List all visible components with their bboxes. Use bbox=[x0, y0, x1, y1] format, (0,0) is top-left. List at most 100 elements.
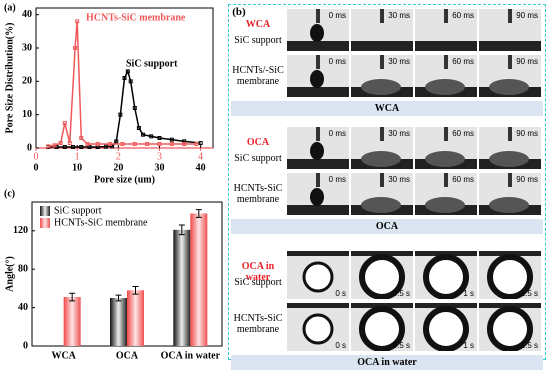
bar bbox=[110, 298, 127, 346]
drop bbox=[310, 188, 324, 206]
drop bbox=[359, 306, 405, 351]
row-label: HCNTs/-SiC membrane bbox=[232, 65, 284, 87]
y-tick-label: 0 bbox=[23, 340, 28, 351]
drop bbox=[487, 306, 533, 351]
droplet bbox=[415, 251, 477, 299]
droplet-photo: 0 ms bbox=[287, 9, 349, 51]
section-title: WCA bbox=[245, 19, 271, 30]
drop bbox=[310, 70, 324, 88]
row-label: SiC support bbox=[234, 277, 282, 288]
substrate bbox=[287, 159, 349, 169]
droplet bbox=[287, 9, 349, 51]
y-axis-label: Pore Size Distribution(%) bbox=[4, 23, 15, 134]
y-tick-label: 20 bbox=[22, 76, 32, 87]
row-label: SiC support bbox=[234, 35, 282, 46]
y-tick-label: 30 bbox=[22, 42, 32, 53]
x-tick-label: 40 bbox=[196, 162, 206, 173]
substrate bbox=[351, 251, 413, 256]
droplet-photo: 90 ms bbox=[479, 9, 541, 51]
droplet-photo: 90 ms bbox=[479, 173, 541, 215]
drop bbox=[425, 197, 465, 213]
x-tick-label: 10 bbox=[72, 162, 82, 173]
droplet-photo: 1.5 s bbox=[479, 251, 541, 299]
droplet bbox=[415, 127, 477, 169]
droplet bbox=[351, 9, 413, 51]
drop bbox=[487, 254, 533, 299]
droplet-photo: 1 s bbox=[415, 303, 477, 351]
data-point bbox=[182, 142, 187, 146]
droplet-photo: 30 ms bbox=[351, 127, 413, 169]
data-point bbox=[157, 142, 162, 146]
droplet-photo: 60 ms bbox=[415, 55, 477, 97]
y-tick-label: 10 bbox=[22, 109, 32, 120]
droplet bbox=[351, 251, 413, 299]
x2-tick-label: 0 bbox=[34, 151, 39, 162]
bar bbox=[127, 290, 144, 346]
data-point bbox=[58, 141, 63, 145]
data-point bbox=[95, 142, 100, 146]
time-label: 0 ms bbox=[328, 11, 346, 20]
substrate bbox=[287, 41, 349, 51]
data-point bbox=[87, 145, 92, 149]
data-point bbox=[118, 112, 123, 117]
panel-label: (c) bbox=[4, 188, 15, 199]
drop bbox=[489, 79, 529, 95]
data-point bbox=[145, 142, 150, 146]
row-label: HCNTs-SiC membrane bbox=[233, 183, 283, 205]
needle bbox=[508, 127, 512, 141]
substrate bbox=[287, 251, 349, 256]
section-banner: WCA bbox=[231, 101, 543, 116]
droplet bbox=[479, 9, 541, 51]
droplet bbox=[351, 55, 413, 97]
droplet bbox=[351, 173, 413, 215]
photo-panel: (b) WCA SiC support 0 ms 30 ms 60 ms 90 ms HCNT… bbox=[228, 4, 546, 370]
droplet-photo: 1 s bbox=[415, 251, 477, 299]
needle bbox=[316, 173, 320, 187]
needle bbox=[380, 127, 384, 141]
annotation: SiC support bbox=[126, 58, 178, 69]
data-point bbox=[125, 69, 130, 74]
time-label: 0.5 s bbox=[392, 289, 410, 298]
data-point bbox=[71, 145, 76, 149]
time-label: 1.5 s bbox=[520, 289, 538, 298]
data-point bbox=[85, 142, 90, 146]
time-label: 0 s bbox=[335, 289, 346, 298]
substrate bbox=[415, 41, 477, 51]
row-label: SiC support bbox=[234, 153, 282, 164]
data-line bbox=[48, 21, 197, 148]
substrate bbox=[479, 41, 541, 51]
section-banner: OCA in water bbox=[231, 355, 543, 370]
droplet-photo: 0.5 s bbox=[351, 251, 413, 299]
drop bbox=[423, 306, 469, 351]
time-label: 1.5 s bbox=[520, 341, 538, 350]
needle bbox=[316, 55, 320, 69]
droplet bbox=[479, 55, 541, 97]
data-point bbox=[108, 142, 113, 146]
data-point bbox=[128, 79, 133, 84]
bar bbox=[190, 213, 208, 346]
data-point bbox=[132, 106, 137, 110]
drop bbox=[310, 142, 324, 160]
needle bbox=[316, 127, 320, 141]
drop bbox=[361, 197, 401, 213]
time-label: 0 ms bbox=[328, 57, 346, 66]
needle bbox=[508, 55, 512, 69]
time-label: 30 ms bbox=[388, 175, 410, 184]
data-point bbox=[157, 136, 162, 140]
time-label: 30 ms bbox=[388, 57, 410, 66]
needle bbox=[508, 173, 512, 187]
x2-tick-label: 3 bbox=[157, 151, 162, 162]
drop bbox=[425, 79, 465, 95]
droplet bbox=[415, 173, 477, 215]
droplet-photo: 0 s bbox=[287, 251, 349, 299]
substrate bbox=[415, 251, 477, 256]
section-title: OCA bbox=[246, 137, 270, 148]
droplet-photo: 30 ms bbox=[351, 55, 413, 97]
section-title: OCA in water bbox=[241, 261, 275, 283]
droplet-photo: 30 ms bbox=[351, 173, 413, 215]
droplet-photo: 1.5 s bbox=[479, 303, 541, 351]
error-bar bbox=[115, 294, 122, 302]
panel-label: (b) bbox=[232, 6, 246, 18]
time-label: 1 s bbox=[463, 341, 474, 350]
data-point bbox=[103, 144, 108, 149]
